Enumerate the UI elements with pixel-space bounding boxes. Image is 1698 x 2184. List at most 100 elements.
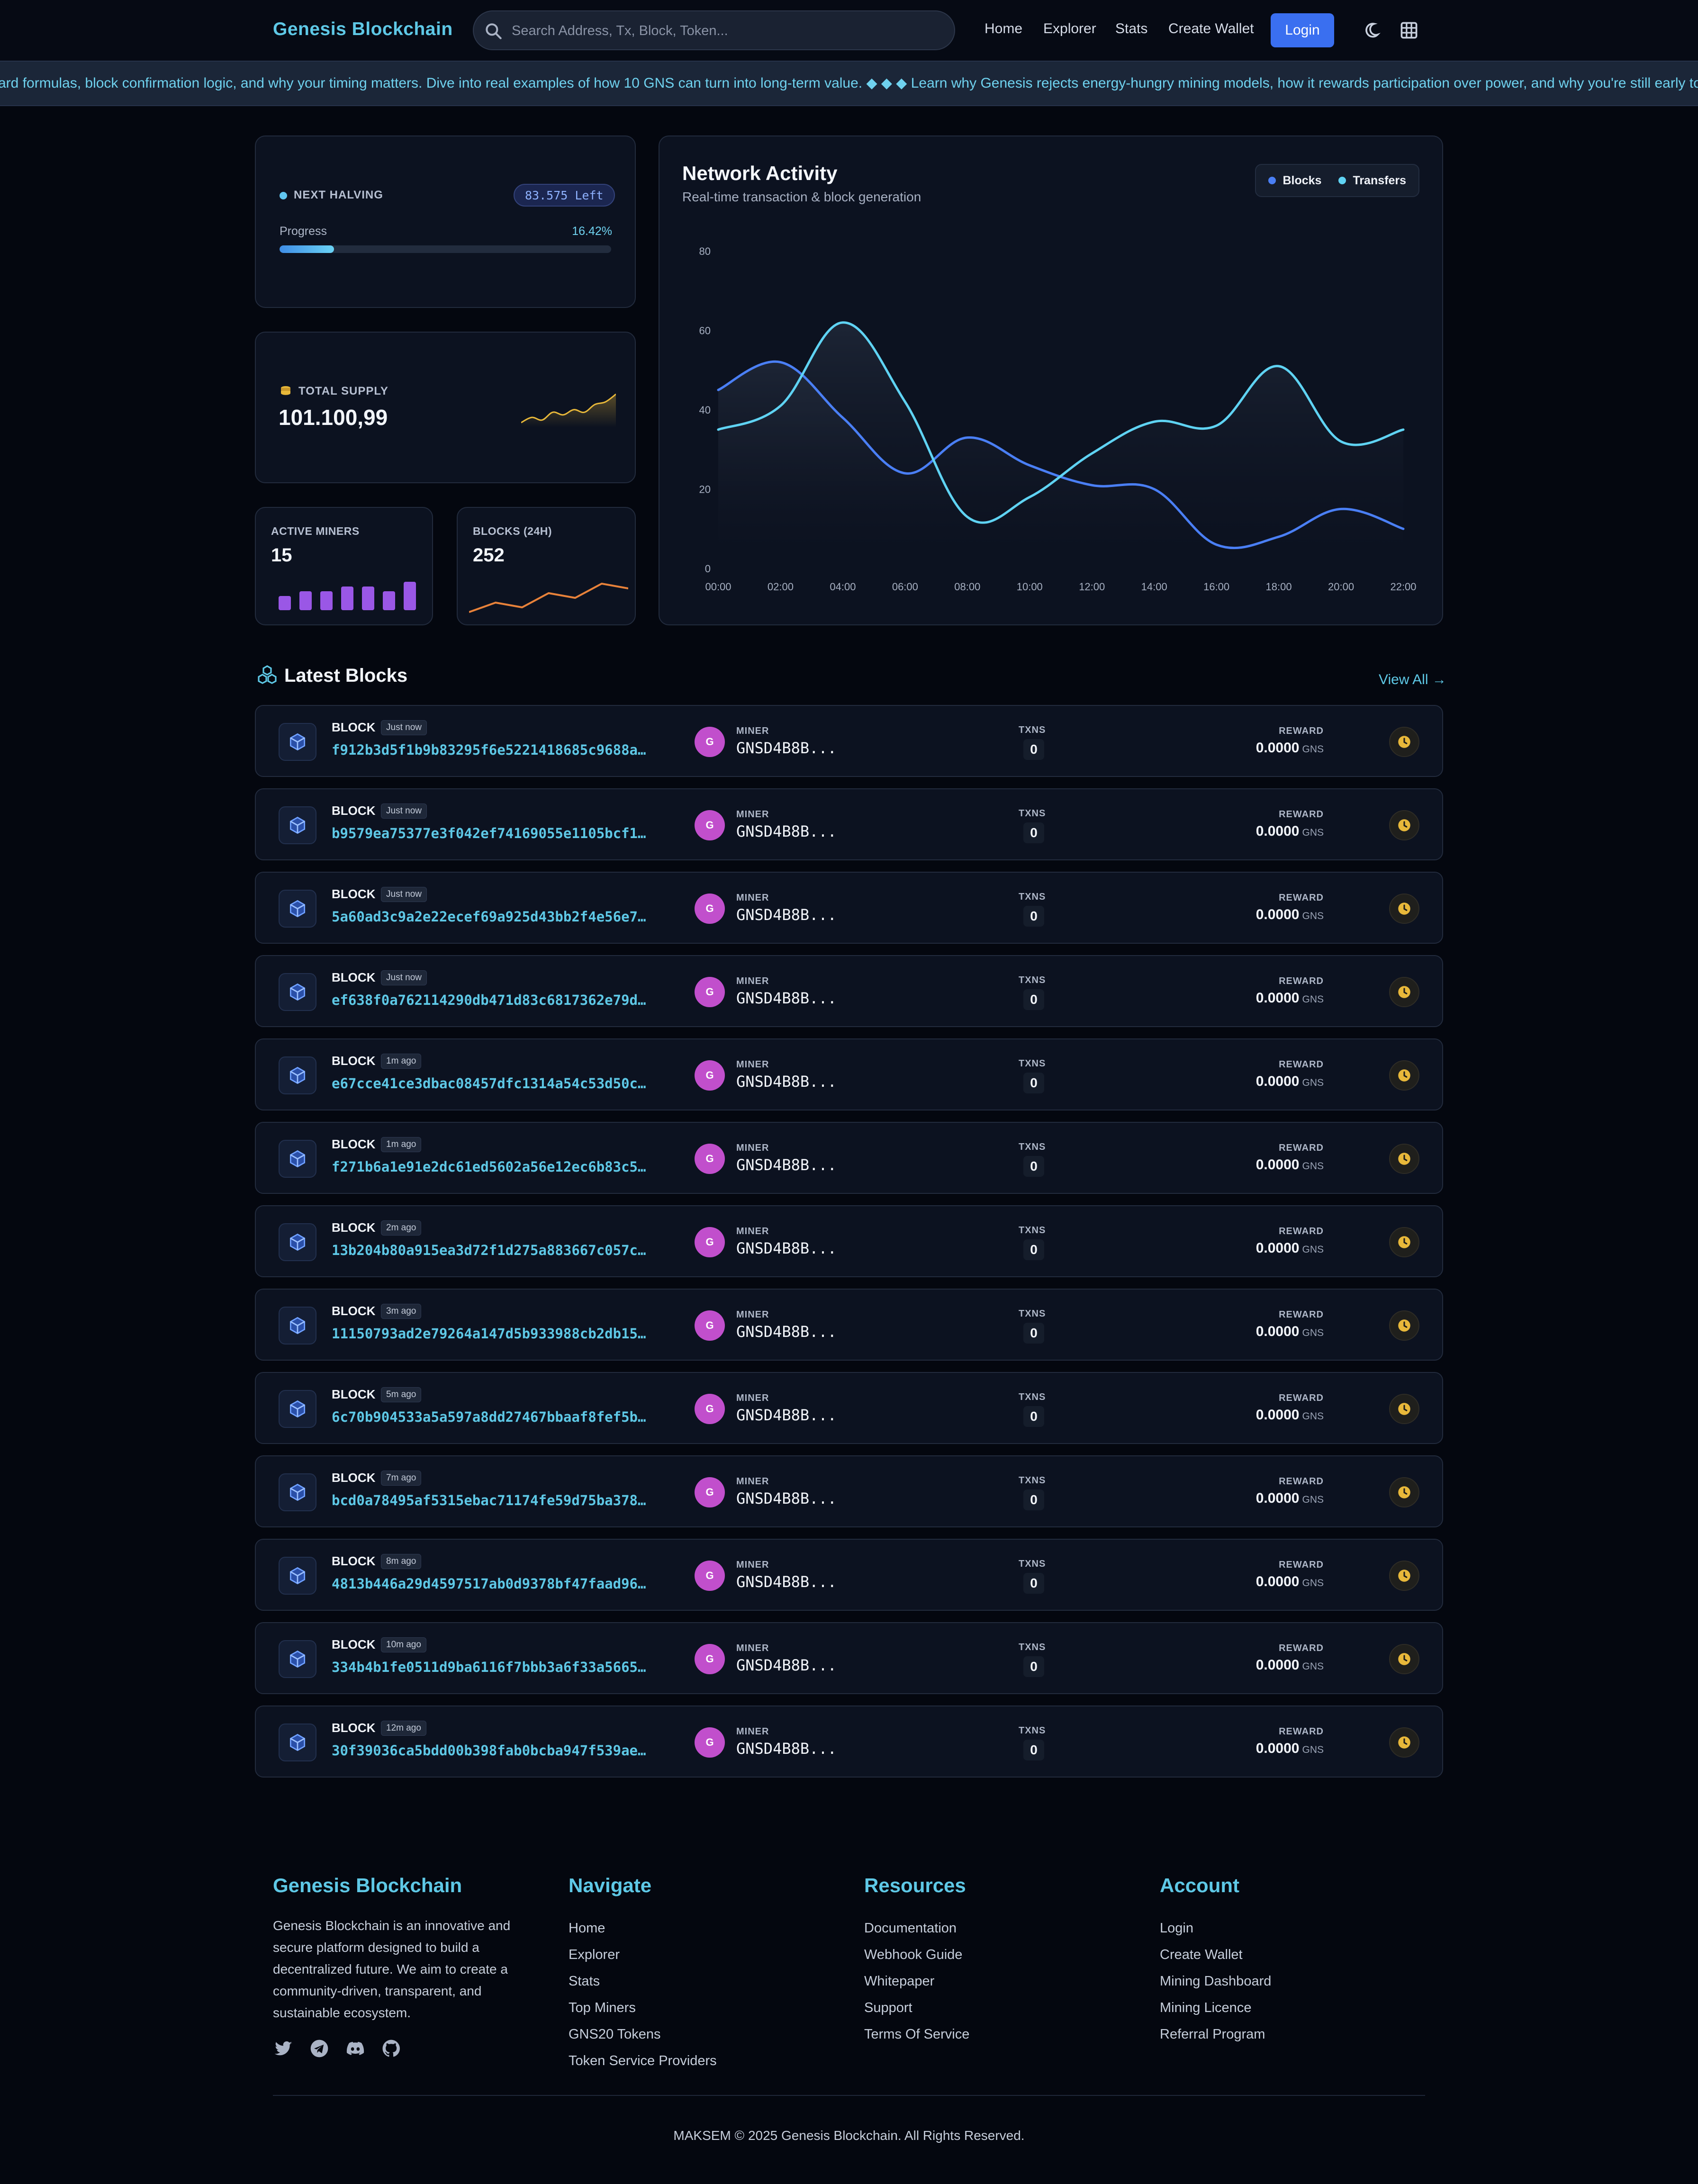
block-age-badge: Just now — [381, 970, 427, 985]
miner-address-link[interactable]: GNSD4B8B... — [736, 1156, 837, 1174]
block-hash-link[interactable]: e67cce41ce3dbac08457dfc1314a54c53d50cf… — [332, 1075, 649, 1092]
block-row[interactable]: BLOCK 2m ago 13b204b80a915ea3d72f1d275a883… — [255, 1205, 1443, 1277]
block-row[interactable]: BLOCK 1m ago f271b6a1e91e2dc61ed5602a56e12… — [255, 1122, 1443, 1194]
miner-address-link[interactable]: GNSD4B8B... — [736, 1073, 837, 1091]
footer-link[interactable]: Support — [864, 2000, 912, 2015]
block-row[interactable]: BLOCK 5m ago 6c70b904533a5a597a8dd27467bba… — [255, 1372, 1443, 1444]
cube-icon — [279, 973, 316, 1011]
block-hash-link[interactable]: 4813b446a29d4597517ab0d9378bf47faad963… — [332, 1576, 649, 1592]
txns-count: 0 — [1023, 1489, 1044, 1510]
block-row[interactable]: BLOCK 1m ago e67cce41ce3dbac08457dfc1314a5… — [255, 1038, 1443, 1110]
footer-link[interactable]: Explorer — [569, 1947, 620, 1962]
github-icon[interactable] — [381, 2038, 402, 2059]
block-row[interactable]: BLOCK Just now b9579ea75377e3f042ef7416905… — [255, 788, 1443, 860]
miner-address-link[interactable]: GNSD4B8B... — [736, 1239, 837, 1257]
legend-blocks[interactable]: Blocks — [1268, 174, 1321, 188]
footer-resources-title: Resources — [864, 1874, 966, 1896]
block-age-badge: Just now — [381, 803, 427, 819]
block-hash-link[interactable]: 6c70b904533a5a597a8dd27467bbaaf8fef5bb… — [332, 1409, 649, 1425]
block-hash-link[interactable]: 5a60ad3c9a2e22ecef69a925d43bb2f4e56e7f… — [332, 909, 649, 925]
footer-link[interactable]: Home — [569, 1921, 605, 1936]
txns-count: 0 — [1023, 1656, 1044, 1677]
miner-address-link[interactable]: GNSD4B8B... — [736, 906, 837, 924]
search-bar[interactable] — [473, 10, 955, 50]
brand-logo[interactable]: Genesis Blockchain — [273, 19, 453, 39]
search-input[interactable] — [512, 20, 938, 42]
footer-link[interactable]: Mining Dashboard — [1160, 1974, 1272, 1989]
nav-create-wallet[interactable]: Create Wallet — [1168, 21, 1254, 36]
view-all-link[interactable]: View All → — [1379, 672, 1446, 687]
footer-link[interactable]: Stats — [569, 1974, 600, 1989]
miner-address-link[interactable]: GNSD4B8B... — [736, 989, 837, 1007]
block-row[interactable]: BLOCK Just now 5a60ad3c9a2e22ecef69a925d43… — [255, 872, 1443, 944]
reward-value: 0.0000 GNS — [1256, 1240, 1324, 1256]
block-row[interactable]: BLOCK 7m ago bcd0a78495af5315ebac71174fe59… — [255, 1455, 1443, 1527]
block-row[interactable]: BLOCK Just now f912b3d5f1b9b83295f6e522141… — [255, 705, 1443, 777]
footer-link[interactable]: Whitepaper — [864, 1974, 935, 1989]
miner-address-link[interactable]: GNSD4B8B... — [736, 1489, 837, 1507]
nav-stats[interactable]: Stats — [1115, 21, 1148, 36]
discord-icon[interactable] — [345, 2038, 366, 2059]
miner-label: MINER — [736, 976, 769, 986]
footer-link[interactable]: Token Service Providers — [569, 2053, 717, 2068]
footer-link[interactable]: Terms Of Service — [864, 2027, 970, 2042]
miner-bar — [383, 591, 395, 610]
block-hash-link[interactable]: f271b6a1e91e2dc61ed5602a56e12ec6b83c52… — [332, 1159, 649, 1175]
footer-link[interactable]: Webhook Guide — [864, 1947, 963, 1962]
footer-link[interactable]: Referral Program — [1160, 2027, 1265, 2042]
cube-icon — [279, 1557, 316, 1595]
miner-address-link[interactable]: GNSD4B8B... — [736, 739, 837, 757]
clock-icon — [1389, 1144, 1419, 1174]
block-row[interactable]: BLOCK 8m ago 4813b446a29d4597517ab0d9378bf… — [255, 1539, 1443, 1611]
halving-label: NEXT HALVING — [294, 189, 383, 201]
y-tick-label: 60 — [699, 325, 711, 337]
footer-link[interactable]: Login — [1160, 1921, 1193, 1936]
footer-link[interactable]: GNS20 Tokens — [569, 2027, 661, 2042]
telegram-icon[interactable] — [309, 2038, 330, 2059]
blocks-24h-card: BLOCKS (24H) 252 — [457, 507, 636, 625]
txns-label: TXNS — [1019, 1142, 1046, 1152]
block-hash-link[interactable]: 334b4b1fe0511d9ba6116f7bbb3a6f33a56656… — [332, 1659, 649, 1675]
supply-label: TOTAL SUPPLY — [298, 385, 388, 397]
reward-unit: GNS — [1302, 1411, 1324, 1422]
clock-icon — [1389, 1060, 1419, 1091]
miner-label: MINER — [736, 1476, 769, 1487]
miner-label: MINER — [736, 726, 769, 736]
footer-link[interactable]: Documentation — [864, 1921, 957, 1936]
miners-value: 15 — [271, 545, 292, 566]
block-row[interactable]: BLOCK 10m ago 334b4b1fe0511d9ba6116f7bbb3a… — [255, 1622, 1443, 1694]
miner-avatar: G — [695, 1477, 725, 1507]
miner-address-link[interactable]: GNSD4B8B... — [736, 1406, 837, 1424]
grid-icon[interactable] — [1399, 20, 1419, 41]
block-hash-link[interactable]: 30f39036ca5bdd00b398fab0bcba947f539aed… — [332, 1742, 649, 1759]
footer-link[interactable]: Create Wallet — [1160, 1947, 1243, 1962]
miner-address-link[interactable]: GNSD4B8B... — [736, 1323, 837, 1341]
block-hash-link[interactable]: b9579ea75377e3f042ef74169055e1105bcf13… — [332, 825, 649, 841]
legend-transfers[interactable]: Transfers — [1338, 174, 1406, 188]
nav-home[interactable]: Home — [984, 21, 1023, 36]
block-hash-link[interactable]: f912b3d5f1b9b83295f6e5221418685c9688a9… — [332, 742, 649, 758]
top-navbar: Genesis Blockchain Home Explorer Stats C… — [0, 0, 1698, 61]
block-hash-link[interactable]: 13b204b80a915ea3d72f1d275a883667c057ce… — [332, 1242, 649, 1258]
login-button[interactable]: Login — [1271, 13, 1334, 47]
miner-address-link[interactable]: GNSD4B8B... — [736, 1573, 837, 1591]
block-hash-link[interactable]: ef638f0a762114290db471d83c6817362e79dc… — [332, 992, 649, 1008]
nav-explorer[interactable]: Explorer — [1043, 21, 1096, 36]
footer-link[interactable]: Top Miners — [569, 2000, 636, 2015]
block-hash-link[interactable]: 11150793ad2e79264a147d5b933988cb2db155… — [332, 1326, 649, 1342]
miner-avatar: G — [695, 1644, 725, 1674]
miner-address-link[interactable]: GNSD4B8B... — [736, 1740, 837, 1758]
footer-link[interactable]: Mining Licence — [1160, 2000, 1252, 2015]
moon-icon[interactable] — [1361, 20, 1382, 41]
twitter-icon[interactable] — [273, 2038, 294, 2059]
block-hash-link[interactable]: bcd0a78495af5315ebac71174fe59d75ba3780… — [332, 1492, 649, 1508]
block-age-badge: 12m ago — [381, 1721, 426, 1736]
miner-address-link[interactable]: GNSD4B8B... — [736, 1656, 837, 1674]
miner-address-link[interactable]: GNSD4B8B... — [736, 822, 837, 840]
block-row[interactable]: BLOCK 12m ago 30f39036ca5bdd00b398fab0bcba… — [255, 1706, 1443, 1778]
block-row[interactable]: BLOCK 3m ago 11150793ad2e79264a147d5b93398… — [255, 1289, 1443, 1361]
block-row[interactable]: BLOCK Just now ef638f0a762114290db471d83c6… — [255, 955, 1443, 1027]
clock-icon — [1389, 1477, 1419, 1507]
footer-about-text: Genesis Blockchain is an innovative and … — [273, 1918, 511, 2020]
miners-bar-chart — [279, 582, 416, 610]
